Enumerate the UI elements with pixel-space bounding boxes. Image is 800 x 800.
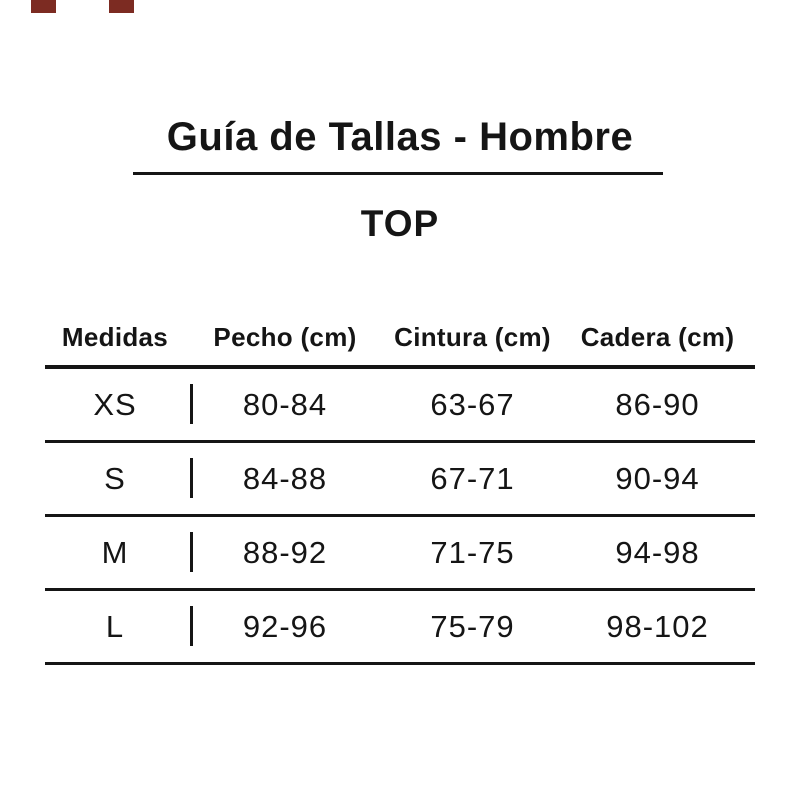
cadera-cell: 90-94 — [615, 460, 700, 496]
table-row: S 84-88 67-71 90-94 — [45, 443, 755, 517]
size-cell: L — [105, 608, 125, 644]
cadera-cell: 86-90 — [615, 386, 700, 422]
cintura-cell: 75-79 — [430, 608, 515, 644]
top-left-mark — [109, 0, 134, 13]
table-header-row: Medidas Pecho (cm) Cintura (cm) Cadera (… — [45, 309, 755, 369]
pecho-cell: 92-96 — [242, 608, 328, 644]
cintura-cell: 71-75 — [430, 534, 515, 570]
cintura-cell: 67-71 — [430, 460, 515, 496]
title-underline — [133, 172, 663, 175]
category-heading: TOP — [360, 203, 440, 244]
pecho-cell: 88-92 — [242, 534, 328, 570]
table-row: XS 80-84 63-67 86-90 — [45, 369, 755, 443]
page-title: Guía de Tallas - Hombre — [166, 115, 634, 159]
row-divider — [190, 458, 193, 498]
size-cell: M — [101, 534, 129, 570]
cadera-cell: 98-102 — [606, 608, 709, 644]
size-cell: XS — [93, 386, 137, 422]
row-divider — [190, 606, 193, 646]
column-header-cintura: Cintura (cm) — [394, 321, 551, 352]
pecho-cell: 80-84 — [242, 386, 328, 422]
row-divider — [190, 384, 193, 424]
cintura-cell: 63-67 — [430, 386, 515, 422]
top-left-mark — [31, 0, 56, 13]
column-header-cadera: Cadera (cm) — [580, 321, 735, 352]
table-row: M 88-92 71-75 94-98 — [45, 517, 755, 591]
column-header-pecho: Pecho (cm) — [213, 321, 357, 352]
column-header-medidas: Medidas — [61, 321, 169, 352]
table-row: L 92-96 75-79 98-102 — [45, 591, 755, 665]
size-guide-table: Medidas Pecho (cm) Cintura (cm) Cadera (… — [45, 309, 755, 665]
size-cell: S — [104, 460, 126, 496]
row-divider — [190, 532, 193, 572]
cadera-cell: 94-98 — [615, 534, 700, 570]
pecho-cell: 84-88 — [242, 460, 328, 496]
